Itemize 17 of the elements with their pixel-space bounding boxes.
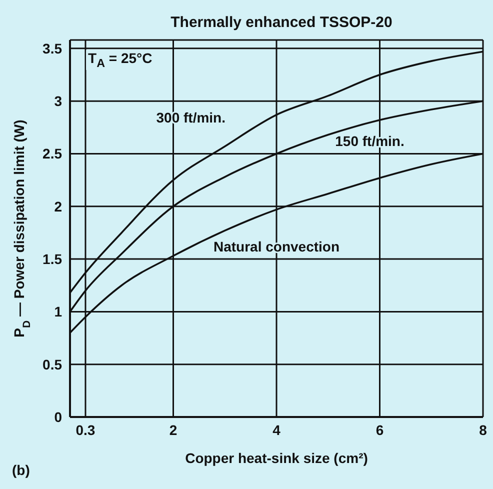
y-tick-label: 3	[54, 93, 62, 110]
x-tick-label: 6	[376, 422, 384, 438]
y-tick-label: 0.5	[42, 356, 62, 372]
y-tick-label: 1.5	[42, 251, 62, 268]
x-tick-label: 4	[272, 422, 281, 438]
x-tick-label: 2	[169, 422, 178, 438]
y-tick-label: 2.5	[42, 146, 62, 162]
x-tick-label: 0.3	[76, 422, 96, 438]
x-tick-label: 8	[479, 422, 488, 438]
text: (b)	[12, 462, 30, 478]
y-tick-label: 1	[54, 304, 62, 320]
chart-title: Thermally enhanced TSSOP-20	[170, 14, 394, 31]
y-tick-label: 2	[54, 198, 62, 214]
y-tick-label: 0	[54, 408, 62, 425]
x-axis-title: Copper heat-sink size (cm²)	[185, 450, 368, 466]
y-tick-label: 3.5	[42, 40, 62, 56]
annotation: T$_{A}$ = 25°C	[86, 50, 154, 70]
